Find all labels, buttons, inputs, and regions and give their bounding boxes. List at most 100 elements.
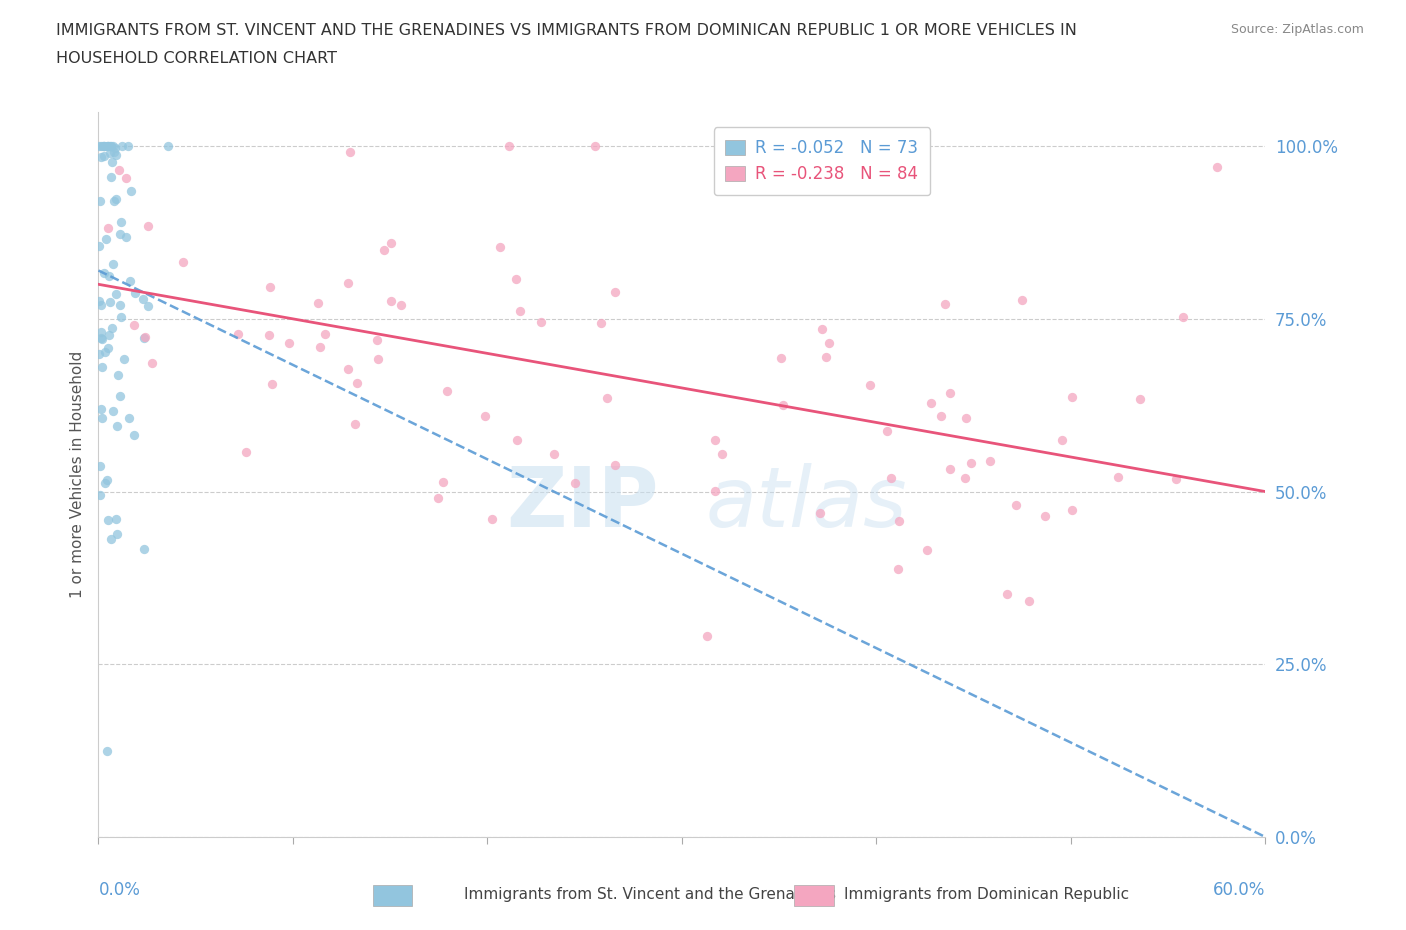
Point [120, 183, 142, 198]
Text: Source: ZipAtlas.com: Source: ZipAtlas.com [1230, 23, 1364, 36]
Point [98, 295, 121, 310]
Point [110, 310, 132, 325]
Point [710, 446, 733, 461]
Point [920, 395, 942, 410]
Point [1004, 498, 1026, 512]
Point [262, 377, 284, 392]
Point [591, 316, 613, 331]
Point [530, 314, 553, 329]
Point [103, 193, 125, 208]
Point [703, 432, 725, 447]
Point [93, 139, 115, 153]
Point [105, 527, 128, 542]
Point [101, 321, 124, 336]
Point [498, 139, 520, 153]
Point [596, 391, 619, 405]
Point [314, 326, 336, 341]
Point [97, 327, 120, 342]
Point [91, 139, 114, 153]
Point [1018, 594, 1040, 609]
Point [1062, 503, 1084, 518]
Point [89, 487, 111, 502]
Point [704, 484, 727, 498]
Point [111, 139, 134, 153]
Point [108, 227, 131, 242]
Point [603, 458, 626, 472]
Point [1171, 310, 1194, 325]
Point [815, 350, 838, 365]
Point [110, 215, 132, 230]
Point [1050, 432, 1073, 447]
Point [235, 445, 257, 459]
Point [110, 298, 132, 312]
Point [505, 432, 527, 447]
Point [132, 330, 155, 345]
Point [94, 344, 117, 359]
Point [1205, 159, 1227, 174]
Point [104, 512, 127, 526]
Point [96, 472, 118, 487]
Point [277, 336, 299, 351]
Point [979, 453, 1001, 468]
Point [90, 298, 112, 312]
Point [995, 586, 1018, 601]
Text: 0.0%: 0.0% [98, 881, 141, 898]
Point [107, 367, 129, 382]
Point [308, 295, 330, 310]
Point [934, 296, 956, 311]
Point [105, 418, 128, 433]
Point [89, 139, 111, 153]
Point [336, 275, 359, 290]
Point [859, 377, 882, 392]
Point [97, 139, 120, 153]
Point [98, 145, 121, 160]
Point [89, 294, 111, 309]
Point [939, 461, 962, 476]
Point [101, 154, 124, 169]
Point [105, 148, 128, 163]
Point [90, 325, 112, 339]
Point [90, 330, 112, 345]
Point [346, 376, 368, 391]
Point [108, 163, 131, 178]
Point [100, 532, 122, 547]
Point [808, 506, 831, 521]
Point [489, 240, 512, 255]
Point [172, 255, 194, 270]
Point [124, 286, 146, 300]
Point [89, 239, 111, 254]
Point [339, 144, 361, 159]
Point [367, 352, 389, 366]
Point [880, 471, 903, 485]
Point [509, 303, 531, 318]
Point [696, 629, 718, 644]
Point [101, 139, 124, 153]
Point [124, 427, 146, 442]
Point [257, 327, 280, 342]
Point [101, 257, 124, 272]
Point [96, 139, 118, 153]
Point [115, 170, 138, 185]
Point [110, 388, 132, 403]
Point [96, 232, 118, 246]
Point [505, 272, 527, 286]
Point [136, 299, 159, 313]
Text: atlas: atlas [706, 463, 907, 544]
Point [432, 474, 454, 489]
Point [104, 192, 127, 206]
Point [955, 471, 977, 485]
Point [915, 542, 938, 557]
Legend: R = -0.052   N = 73, R = -0.238   N = 84: R = -0.052 N = 73, R = -0.238 N = 84 [714, 127, 931, 195]
Point [380, 235, 402, 250]
Point [343, 417, 366, 432]
Point [373, 243, 395, 258]
Point [122, 317, 145, 332]
Point [90, 410, 112, 425]
Point [90, 360, 112, 375]
Point [101, 404, 124, 418]
Point [91, 331, 114, 346]
Point [564, 476, 586, 491]
Point [157, 139, 180, 153]
Point [259, 280, 281, 295]
Point [134, 329, 156, 344]
